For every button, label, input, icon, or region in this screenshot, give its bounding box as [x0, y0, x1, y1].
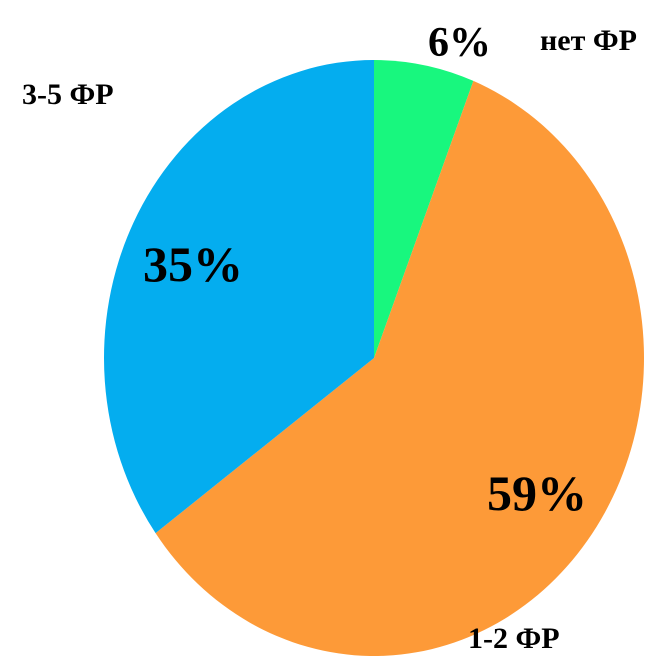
pie-slice-no-rf	[374, 60, 474, 358]
pie-slice-3-5-rf	[104, 60, 375, 534]
slice-value-label-1-2-rf: 59%	[487, 465, 587, 521]
slice-category-label-1-2-rf: 1-2 ФР	[468, 622, 560, 655]
slice-value-label-3-5-rf: 35%	[143, 236, 243, 292]
slice-category-label-no-rf: нет ФР	[540, 24, 637, 57]
slice-value-label-no-rf: 6%	[428, 20, 491, 66]
pie-slices	[104, 60, 644, 656]
pie-slice-1-2-rf	[155, 80, 644, 656]
slice-category-label-3-5-rf: 3-5 ФР	[22, 78, 114, 111]
